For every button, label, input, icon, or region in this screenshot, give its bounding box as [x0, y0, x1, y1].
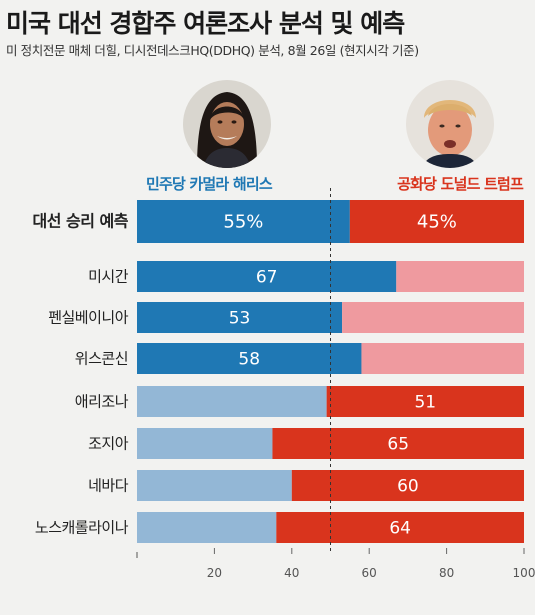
page-title: 미국 대선 경합주 여론조사 분석 및 예측 [6, 9, 405, 38]
value-label-democrat-2: 53 [229, 309, 251, 329]
value-label-democrat-0: 55% [223, 212, 263, 233]
value-label-republican-4: 51 [414, 393, 436, 413]
bar-democrat-6 [137, 470, 292, 501]
bar-democrat-1 [137, 261, 397, 292]
x-tick-label-1: 40 [284, 566, 299, 580]
row-label-2: 펜실베이니아 [48, 309, 129, 327]
bar-democrat-0 [137, 200, 350, 243]
value-label-democrat-3: 58 [238, 350, 260, 370]
value-label-republican-0: 45% [417, 212, 457, 233]
row-label-6: 네바다 [88, 477, 129, 495]
harris-portrait [183, 80, 271, 168]
bar-democrat-4 [137, 386, 327, 417]
value-label-republican-6: 60 [397, 477, 419, 497]
page-subtitle: 미 정치전문 매체 더힐, 디시전데스크HQ(DDHQ) 분석, 8월 26일 … [6, 43, 419, 58]
bar-republican-1 [396, 261, 524, 292]
trump-portrait [406, 80, 494, 168]
row-label-5: 조지아 [88, 435, 129, 453]
bar-republican-0 [349, 200, 524, 243]
value-label-republican-7: 64 [389, 519, 411, 539]
bar-republican-5 [272, 428, 524, 459]
x-tick-label-4: 100 [513, 566, 535, 580]
bar-democrat-5 [137, 428, 273, 459]
row-label-1: 미시간 [88, 268, 129, 286]
bar-republican-7 [276, 512, 524, 543]
x-tick-label-0: 20 [207, 566, 222, 580]
democrat-label: 민주당 카멀라 해리스 [146, 175, 273, 193]
value-label-democrat-1: 67 [256, 268, 278, 288]
row-label-4: 애리조나 [75, 393, 129, 411]
row-label-7: 노스캐롤라이나 [35, 519, 129, 537]
bar-republican-3 [361, 343, 524, 374]
bar-democrat-2 [137, 302, 343, 333]
republican-label: 공화당 도널드 트럼프 [397, 175, 524, 193]
bar-republican-2 [342, 302, 524, 333]
bar-republican-4 [326, 386, 524, 417]
row-label-0: 대선 승리 예측 [33, 212, 129, 231]
value-label-republican-5: 65 [387, 435, 409, 455]
bar-democrat-3 [137, 343, 362, 374]
bar-democrat-7 [137, 512, 277, 543]
x-tick-label-3: 80 [439, 566, 454, 580]
x-tick-label-2: 60 [362, 566, 377, 580]
row-label-3: 위스콘신 [75, 350, 128, 368]
